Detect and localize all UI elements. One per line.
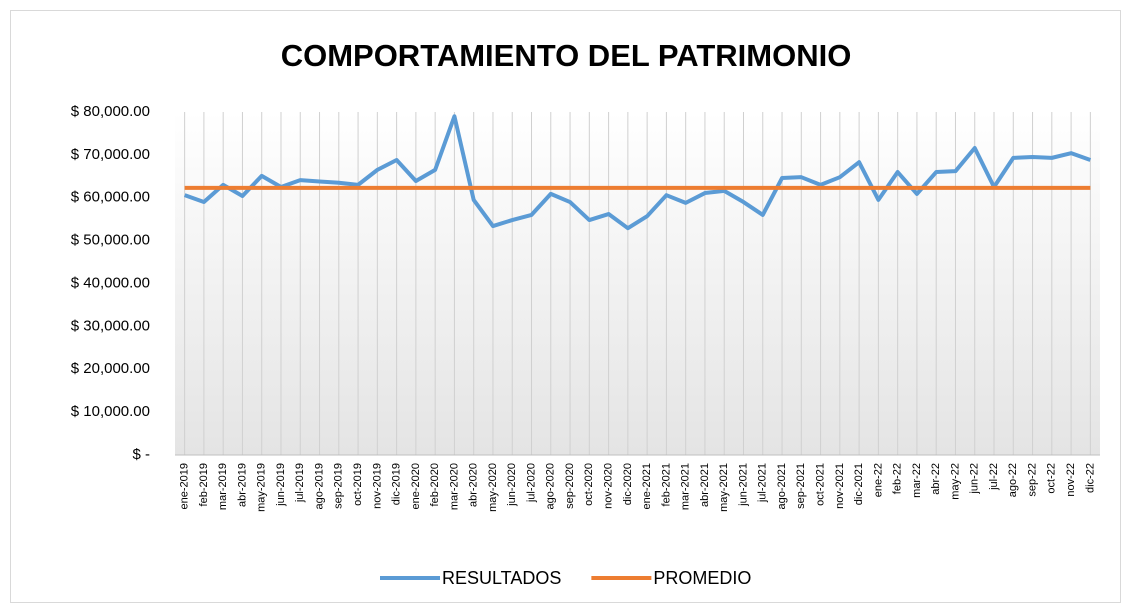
y-tick-label: $ 70,000.00 <box>71 146 150 163</box>
x-tick-label: dic-2021 <box>853 463 865 505</box>
x-tick-label: ago-2019 <box>313 463 325 510</box>
x-tick-label: may-2020 <box>487 463 499 512</box>
x-tick-label: jun-2021 <box>737 463 749 507</box>
x-tick-label: jun-2020 <box>506 463 518 507</box>
x-tick-label: may-2019 <box>256 463 268 512</box>
x-tick-label: abr-2021 <box>699 463 711 507</box>
x-tick-label: dic-2020 <box>622 463 634 505</box>
x-tick-label: ago-2020 <box>545 463 557 510</box>
legend-label: PROMEDIO <box>653 568 751 588</box>
y-tick-label: $ 60,000.00 <box>71 189 150 206</box>
x-tick-label: nov-2021 <box>834 463 846 509</box>
x-tick-label: jul-2019 <box>294 463 306 503</box>
x-tick-label: jul-2020 <box>525 463 537 503</box>
x-tick-label: ene-22 <box>872 463 884 497</box>
x-tick-label: jun-2019 <box>275 463 287 507</box>
x-tick-label: abr-2019 <box>236 463 248 507</box>
data-line <box>183 114 1092 231</box>
x-tick-label: mar-2021 <box>680 463 692 510</box>
x-tick-label: mar-22 <box>911 463 923 498</box>
x-tick-label: oct-2021 <box>814 463 826 506</box>
plot-area <box>175 112 1100 455</box>
y-tick-label: $ 40,000.00 <box>71 274 150 291</box>
chart-title: COMPORTAMIENTO DEL PATRIMONIO <box>281 38 852 73</box>
x-tick-label: sep-2021 <box>795 463 807 509</box>
legend-label: RESULTADOS <box>442 568 561 588</box>
x-tick-label: nov-2019 <box>371 463 383 509</box>
x-tick-label: may-2021 <box>718 463 730 512</box>
y-tick-label: $ 50,000.00 <box>71 232 150 249</box>
x-tick-label: ene-2021 <box>641 463 653 510</box>
x-tick-label: nov-22 <box>1065 463 1077 497</box>
y-tick-label: $ 10,000.00 <box>71 403 150 420</box>
x-tick-label: oct-22 <box>1046 463 1058 494</box>
x-tick-label: mar-2020 <box>448 463 460 510</box>
x-tick-label: oct-2019 <box>352 463 364 506</box>
x-tick-label: oct-2020 <box>583 463 595 506</box>
y-tick-label: $ 20,000.00 <box>71 360 150 377</box>
y-tick-label: $ - <box>132 446 150 463</box>
x-tick-label: jun-22 <box>969 463 981 495</box>
x-tick-label: ene-2020 <box>410 463 422 510</box>
x-tick-label: abr-22 <box>930 463 942 495</box>
y-tick-label: $ 80,000.00 <box>71 103 150 120</box>
x-tick-label: ene-2019 <box>179 463 191 510</box>
x-tick-label: dic-2019 <box>391 463 403 505</box>
x-tick-label: ago-22 <box>1007 463 1019 497</box>
x-tick-label: dic-22 <box>1084 463 1096 493</box>
x-tick-label: abr-2020 <box>468 463 480 507</box>
x-tick-label: feb-22 <box>892 463 904 494</box>
x-tick-label: ago-2021 <box>776 463 788 510</box>
x-tick-label: may-22 <box>949 463 961 500</box>
x-tick-label: nov-2020 <box>603 463 615 509</box>
x-tick-label: sep-2019 <box>333 463 345 509</box>
x-tick-label: feb-2019 <box>198 463 210 506</box>
x-tick-label: jul-22 <box>988 463 1000 491</box>
y-tick-label: $ 30,000.00 <box>71 317 150 334</box>
x-tick-label: jul-2021 <box>757 463 769 503</box>
x-tick-label: sep-22 <box>1026 463 1038 497</box>
x-tick-label: mar-2019 <box>217 463 229 510</box>
x-tick-label: feb-2021 <box>660 463 672 506</box>
x-tick-label: feb-2020 <box>429 463 441 506</box>
x-tick-label: sep-2020 <box>564 463 576 509</box>
